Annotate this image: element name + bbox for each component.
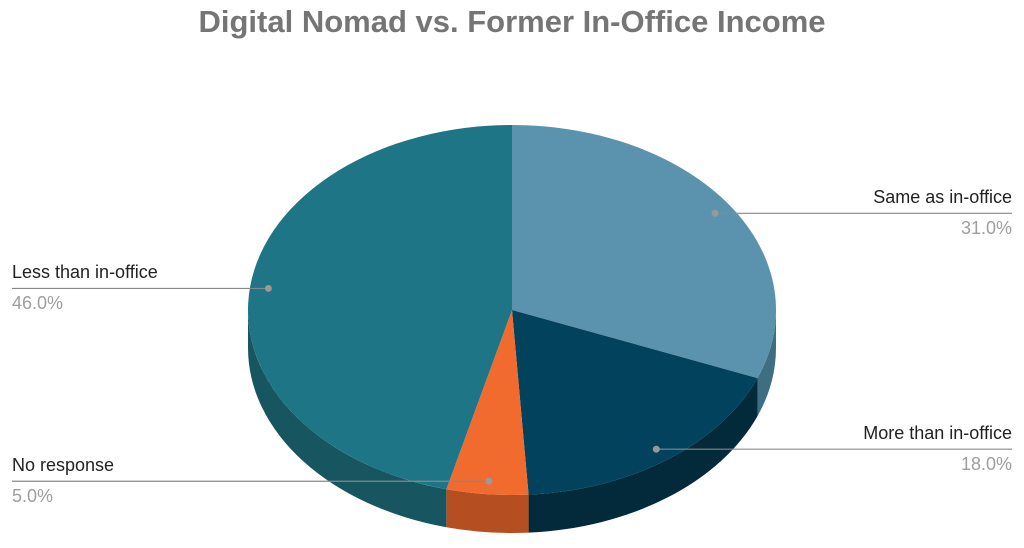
- pie-side: [446, 489, 529, 534]
- chart-title: Digital Nomad vs. Former In-Office Incom…: [198, 4, 825, 39]
- slice-label: Same as in-office: [873, 187, 1012, 207]
- slice-value: 46.0%: [12, 293, 63, 313]
- pie-slice: [446, 310, 529, 496]
- pie-slice: [512, 125, 776, 379]
- slice-label: No response: [12, 455, 114, 475]
- pie-side: [757, 310, 776, 417]
- slice-value: 18.0%: [961, 454, 1012, 474]
- pie-slice: [512, 310, 758, 495]
- leader-dot: [652, 445, 660, 453]
- pie-slice: [247, 125, 512, 490]
- pie-side: [248, 310, 447, 528]
- pie-side: [528, 378, 758, 533]
- leader-dot: [264, 284, 272, 292]
- slice-value: 5.0%: [12, 486, 53, 506]
- slice-label: Less than in-office: [12, 262, 158, 282]
- slice-label: More than in-office: [863, 423, 1012, 443]
- leader-dot: [485, 477, 493, 485]
- slice-value: 31.0%: [961, 218, 1012, 238]
- leader-dot: [711, 209, 719, 217]
